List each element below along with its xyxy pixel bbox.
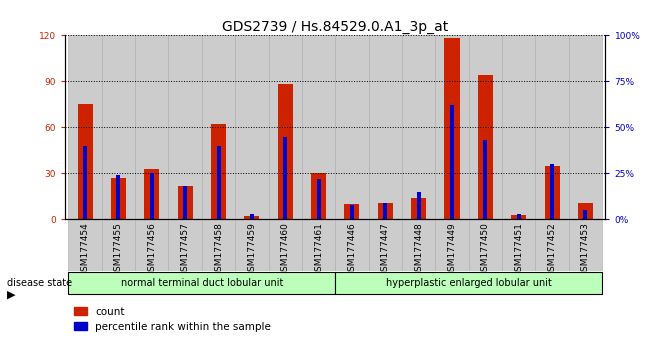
Text: GSM177460: GSM177460	[281, 222, 290, 277]
Bar	[169, 219, 202, 271]
Text: GSM177459: GSM177459	[247, 222, 256, 277]
Bar	[469, 35, 502, 219]
Bar	[450, 105, 454, 219]
Bar	[535, 219, 569, 271]
Text: GSM177447: GSM177447	[381, 222, 390, 277]
Bar	[383, 203, 387, 219]
Bar	[68, 219, 102, 271]
Text: normal terminal duct lobular unit: normal terminal duct lobular unit	[120, 278, 283, 288]
Text: ▶: ▶	[7, 290, 15, 299]
Bar	[350, 205, 354, 219]
Bar	[235, 219, 269, 271]
Bar	[316, 179, 320, 219]
Bar	[145, 169, 159, 219]
Text: GSM177446: GSM177446	[348, 222, 357, 277]
Bar	[244, 216, 259, 219]
Bar	[102, 219, 135, 271]
Bar	[235, 35, 269, 219]
Bar	[502, 35, 535, 219]
Title: GDS2739 / Hs.84529.0.A1_3p_at: GDS2739 / Hs.84529.0.A1_3p_at	[222, 21, 449, 34]
Bar	[417, 192, 421, 219]
Text: GSM177452: GSM177452	[547, 222, 557, 277]
Bar	[335, 35, 368, 219]
Bar	[278, 85, 293, 219]
Bar	[402, 219, 436, 271]
Bar	[302, 219, 335, 271]
Bar	[368, 219, 402, 271]
Bar	[102, 35, 135, 219]
Text: GSM177453: GSM177453	[581, 222, 590, 277]
Text: GSM177455: GSM177455	[114, 222, 123, 277]
Bar	[483, 140, 488, 219]
Text: disease state: disease state	[7, 278, 72, 288]
Bar	[135, 35, 169, 219]
Text: GSM177456: GSM177456	[147, 222, 156, 277]
Bar	[368, 35, 402, 219]
Text: hyperplastic enlarged lobular unit: hyperplastic enlarged lobular unit	[386, 278, 551, 288]
Bar	[68, 35, 102, 219]
Text: GSM177451: GSM177451	[514, 222, 523, 277]
Bar	[202, 219, 235, 271]
Bar	[344, 204, 359, 219]
Bar	[178, 186, 193, 219]
Bar	[135, 219, 169, 271]
Bar	[583, 210, 587, 219]
Bar	[402, 35, 436, 219]
Bar	[502, 219, 535, 271]
Bar	[517, 214, 521, 219]
Bar	[411, 198, 426, 219]
Bar	[578, 202, 593, 219]
Bar	[436, 219, 469, 271]
Bar	[544, 166, 560, 219]
Bar	[302, 35, 335, 219]
Text: GSM177461: GSM177461	[314, 222, 323, 277]
Bar	[478, 75, 493, 219]
Bar	[217, 146, 221, 219]
Bar	[269, 35, 302, 219]
Bar	[117, 175, 120, 219]
Text: GSM177448: GSM177448	[414, 222, 423, 277]
Bar	[569, 35, 602, 219]
Text: GSM177454: GSM177454	[81, 222, 90, 277]
Text: GSM177449: GSM177449	[447, 222, 456, 277]
Bar	[436, 35, 469, 219]
Bar	[150, 173, 154, 219]
Bar	[311, 173, 326, 219]
Bar	[183, 186, 187, 219]
Bar	[77, 104, 92, 219]
Bar	[535, 35, 569, 219]
Legend: count, percentile rank within the sample: count, percentile rank within the sample	[70, 303, 275, 336]
Text: GSM177457: GSM177457	[181, 222, 189, 277]
Bar	[569, 219, 602, 271]
Bar	[202, 35, 235, 219]
Bar	[335, 272, 602, 295]
Bar	[68, 272, 335, 295]
Bar	[83, 146, 87, 219]
Bar	[283, 137, 287, 219]
Bar	[211, 124, 226, 219]
Bar	[335, 219, 368, 271]
Bar	[511, 215, 526, 219]
Text: GSM177450: GSM177450	[481, 222, 490, 277]
Bar	[269, 219, 302, 271]
Bar	[250, 214, 254, 219]
Text: GSM177458: GSM177458	[214, 222, 223, 277]
Bar	[169, 35, 202, 219]
Bar	[378, 202, 393, 219]
Bar	[550, 164, 554, 219]
Bar	[445, 39, 460, 219]
Bar	[111, 178, 126, 219]
Bar	[469, 219, 502, 271]
